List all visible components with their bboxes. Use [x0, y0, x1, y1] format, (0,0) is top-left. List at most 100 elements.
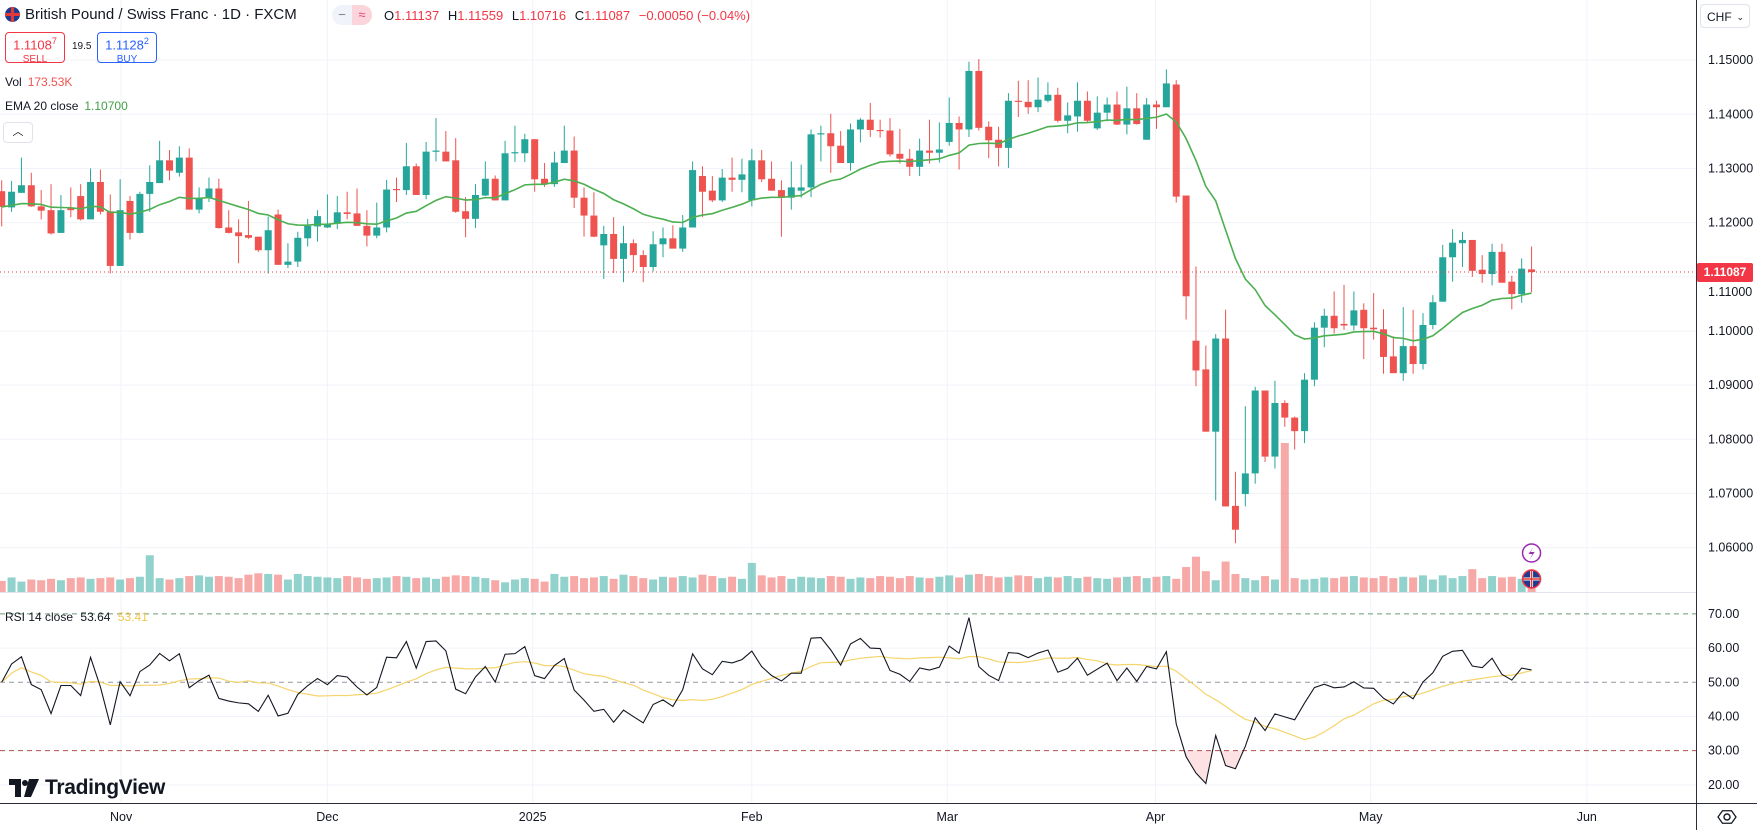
volume-legend[interactable]: Vol 173.53K: [5, 75, 72, 89]
candle-body: [304, 225, 312, 239]
candle-body: [481, 178, 489, 196]
candle-body: [1340, 323, 1348, 326]
candle: [501, 140, 509, 201]
volume-bar: [1221, 561, 1230, 592]
candle: [294, 231, 302, 268]
candle: [491, 175, 499, 201]
candle-body: [314, 216, 322, 227]
candle: [698, 166, 706, 218]
volume-bar: [1478, 578, 1487, 592]
candle: [1231, 471, 1239, 544]
candle-body: [442, 151, 450, 162]
candle-body: [1202, 369, 1210, 432]
candle-body: [1478, 269, 1486, 275]
candle: [27, 172, 35, 207]
candle: [787, 161, 795, 210]
sell-price: 1.1108: [13, 37, 52, 53]
settings-icon[interactable]: [1717, 807, 1737, 827]
candle-body: [511, 152, 519, 154]
time-axis-label: 2025: [519, 810, 547, 824]
candle: [629, 239, 637, 272]
collapse-legend-button[interactable]: ︿: [3, 122, 33, 143]
candle: [442, 131, 450, 162]
sell-button[interactable]: 1.11087 SELL: [5, 32, 65, 65]
lightning-bolt: [1528, 547, 1535, 560]
volume-bar: [718, 578, 727, 592]
candle-body: [264, 230, 272, 251]
symbol-title[interactable]: British Pound / Swiss Franc · 1D · FXCM: [25, 6, 297, 23]
volume-bar: [1290, 578, 1299, 592]
price-axis-label: 1.11000: [1708, 285, 1752, 299]
candle: [1034, 77, 1042, 113]
candle-body: [1222, 338, 1230, 507]
candle-body: [807, 134, 815, 188]
ema-legend[interactable]: EMA 20 close 1.10700: [5, 99, 128, 113]
candle: [412, 163, 420, 195]
volume-bar: [984, 576, 993, 592]
volume-bar: [876, 576, 885, 592]
candle-body: [985, 126, 993, 141]
volume-bar: [1172, 578, 1181, 592]
volume-bar: [372, 578, 381, 592]
volume-bar: [353, 577, 362, 592]
volume-bar: [1369, 578, 1378, 592]
candle: [925, 119, 933, 164]
volume-bar: [955, 577, 964, 592]
volume-bar: [491, 580, 500, 592]
currency-label: CHF: [1707, 10, 1732, 24]
candle-body: [1439, 257, 1447, 302]
candle: [1222, 309, 1230, 507]
time-axis-label: May: [1359, 810, 1383, 824]
rsi-axis-label: 40.00: [1708, 709, 1739, 723]
candle-body: [1113, 104, 1121, 125]
candle: [452, 138, 460, 213]
minus-icon[interactable]: −: [338, 7, 346, 22]
volume-bar: [599, 576, 608, 592]
chart-mode-toggle[interactable]: − ≈: [332, 5, 372, 25]
rsi-ma-line: [1, 655, 1532, 741]
volume-bar: [501, 582, 510, 592]
volume-bar: [1330, 578, 1339, 592]
candle-body: [462, 211, 470, 219]
candle-body: [1152, 104, 1160, 108]
volume-bar: [777, 576, 786, 592]
volume-bar: [698, 574, 707, 592]
candle-body: [1449, 242, 1457, 258]
candle: [235, 219, 243, 264]
volume-bar: [1053, 577, 1062, 592]
volume-bar: [244, 574, 253, 592]
candle-body: [156, 160, 164, 184]
open-value: 1.11137: [394, 8, 440, 23]
volume-bar: [895, 578, 904, 592]
chevron-down-icon: ⌄: [1736, 12, 1744, 22]
candle: [156, 140, 164, 184]
volume-bar: [935, 576, 944, 592]
buy-button[interactable]: 1.11282 BUY: [97, 32, 157, 65]
candle: [1281, 400, 1289, 427]
currency-selector[interactable]: CHF ⌄: [1700, 4, 1750, 28]
volume-label: Vol: [5, 75, 22, 89]
candle: [965, 61, 973, 138]
candle: [175, 146, 183, 177]
candle-body: [47, 210, 55, 234]
candle-body: [126, 200, 134, 233]
candle-body: [215, 188, 223, 229]
candle-body: [758, 160, 766, 180]
candle-body: [945, 122, 953, 142]
tradingview-logo[interactable]: TradingView: [9, 776, 165, 800]
rsi-axis-label: 20.00: [1708, 778, 1739, 792]
candle: [363, 210, 371, 247]
candle-body: [136, 193, 144, 233]
candle: [866, 102, 874, 138]
candle: [1123, 86, 1131, 135]
candle: [521, 133, 529, 162]
volume-bar: [214, 576, 223, 592]
volume-bar: [254, 573, 263, 592]
candle: [1093, 96, 1101, 130]
approx-icon[interactable]: ≈: [352, 5, 372, 25]
rsi-legend[interactable]: RSI 14 close 53.64 53.41: [5, 610, 148, 624]
candle-body: [610, 233, 618, 259]
candle-body: [876, 129, 884, 132]
candle: [1162, 69, 1170, 108]
